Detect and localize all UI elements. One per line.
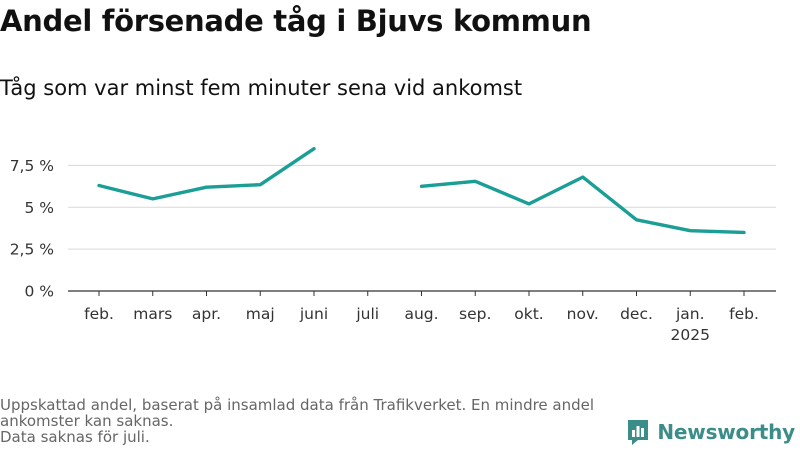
series-line: [97, 147, 316, 201]
footnote-missing-data: Data saknas för juli.: [0, 428, 150, 446]
y-tick-label: 0 %: [24, 283, 54, 301]
x-tick-label: sep.: [459, 305, 491, 323]
x-tick-label: feb.: [84, 305, 114, 323]
line-chart: 0 % 2,5 % 5 % 7,5 % feb. mars apr. maj juni juli…: [10, 147, 776, 344]
x-tick-label: juli: [355, 305, 379, 323]
x-tick-label: juni: [299, 305, 328, 323]
x-tick-label: maj: [246, 305, 275, 323]
x-tick-label: okt.: [514, 305, 543, 323]
y-tick-label: 7,5 %: [10, 157, 54, 175]
footnote-source: Uppskattad andel, baserat på insamlad da…: [0, 396, 595, 430]
x-tick-label: mars: [133, 305, 172, 323]
x-tick-label: nov.: [567, 305, 599, 323]
series-lines: [97, 147, 746, 235]
x-tick-label: aug.: [404, 305, 438, 323]
x-tick-label: jan.: [675, 305, 705, 323]
y-tick-label: 2,5 %: [10, 241, 54, 259]
y-tick-label: 5 %: [24, 199, 54, 217]
newsworthy-logo-icon: [628, 420, 649, 445]
x-tick-label: apr.: [192, 305, 221, 323]
x-tick-year-label: 2025: [671, 326, 710, 344]
newsworthy-logo[interactable]: Newsworthy: [626, 418, 795, 446]
brand-name: Newsworthy: [657, 420, 795, 444]
chart-subtitle: Tåg som var minst fem minuter sena vid a…: [0, 76, 523, 100]
chart-title: Andel försenade tåg i Bjuvs kommun: [0, 4, 592, 38]
x-tick-label: feb.: [729, 305, 759, 323]
x-axis-tick-labels: feb. mars apr. maj juni juli aug. sep. okt. nov. d…: [84, 291, 759, 344]
series-line: [419, 175, 746, 235]
y-axis-tick-labels: 0 % 2,5 % 5 % 7,5 %: [10, 157, 54, 301]
footnote: Uppskattad andel, baserat på insamlad da…: [0, 397, 640, 445]
x-tick-label: dec.: [620, 305, 653, 323]
